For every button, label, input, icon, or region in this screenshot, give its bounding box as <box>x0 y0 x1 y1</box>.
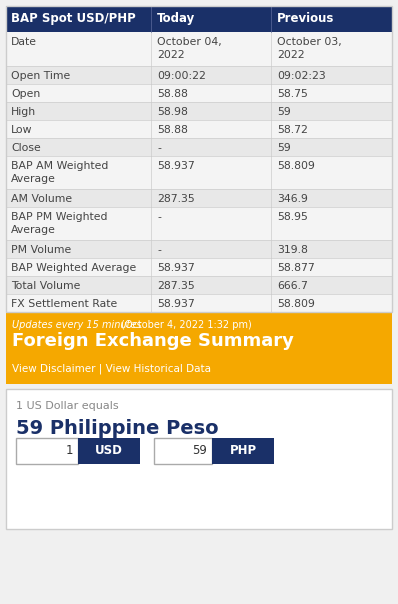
Text: 59: 59 <box>192 445 207 457</box>
Text: Open Time: Open Time <box>11 71 70 81</box>
Bar <box>6 120 392 138</box>
Text: 58.809: 58.809 <box>277 161 315 171</box>
Text: 59: 59 <box>277 107 291 117</box>
Bar <box>6 6 392 312</box>
Text: October 04,
2022: October 04, 2022 <box>157 37 222 60</box>
Text: USD: USD <box>95 445 123 457</box>
Text: Total Volume: Total Volume <box>11 281 80 291</box>
Bar <box>6 138 392 156</box>
Text: 287.35: 287.35 <box>157 194 195 204</box>
Text: 59: 59 <box>277 143 291 153</box>
Text: 58.72: 58.72 <box>277 125 308 135</box>
Text: 58.877: 58.877 <box>277 263 315 273</box>
Bar <box>6 389 392 529</box>
Bar <box>6 156 392 189</box>
Bar <box>6 66 392 84</box>
Bar <box>6 240 392 258</box>
Text: BAP Weighted Average: BAP Weighted Average <box>11 263 136 273</box>
Text: -: - <box>157 143 161 153</box>
Text: 58.937: 58.937 <box>157 161 195 171</box>
Text: PHP: PHP <box>229 445 257 457</box>
Text: PM Volume: PM Volume <box>11 245 71 255</box>
Text: Close: Close <box>11 143 41 153</box>
Bar <box>6 276 392 294</box>
Text: 58.95: 58.95 <box>277 212 308 222</box>
Text: View Disclaimer | View Historical Data: View Disclaimer | View Historical Data <box>12 364 211 374</box>
Text: Date: Date <box>11 37 37 47</box>
Text: BAP Spot USD/PHP: BAP Spot USD/PHP <box>11 12 136 25</box>
Bar <box>6 294 392 312</box>
Text: BAP AM Weighted
Average: BAP AM Weighted Average <box>11 161 108 184</box>
Text: Foreign Exchange Summary: Foreign Exchange Summary <box>12 332 294 350</box>
Text: 1: 1 <box>66 445 73 457</box>
Text: 09:02:23: 09:02:23 <box>277 71 326 81</box>
Bar <box>6 189 392 207</box>
Bar <box>212 438 274 464</box>
Bar <box>6 32 392 66</box>
Text: Today: Today <box>157 12 195 25</box>
Bar <box>6 84 392 102</box>
Text: High: High <box>11 107 36 117</box>
Bar <box>16 438 78 464</box>
Text: October 03,
2022: October 03, 2022 <box>277 37 342 60</box>
Text: AM Volume: AM Volume <box>11 194 72 204</box>
Text: Previous: Previous <box>277 12 334 25</box>
Text: Low: Low <box>11 125 33 135</box>
Text: -: - <box>157 245 161 255</box>
Text: 09:00:22: 09:00:22 <box>157 71 206 81</box>
Text: 58.88: 58.88 <box>157 89 188 99</box>
Text: 58.98: 58.98 <box>157 107 188 117</box>
Text: 287.35: 287.35 <box>157 281 195 291</box>
Text: FX Settlement Rate: FX Settlement Rate <box>11 299 117 309</box>
Text: 58.88: 58.88 <box>157 125 188 135</box>
Bar <box>6 207 392 240</box>
Text: 319.8: 319.8 <box>277 245 308 255</box>
Text: 58.809: 58.809 <box>277 299 315 309</box>
Bar <box>6 312 392 384</box>
Text: 58.937: 58.937 <box>157 299 195 309</box>
Bar <box>6 6 392 32</box>
Text: BAP PM Weighted
Average: BAP PM Weighted Average <box>11 212 107 235</box>
Bar <box>6 258 392 276</box>
Bar <box>78 438 140 464</box>
Text: 58.937: 58.937 <box>157 263 195 273</box>
Text: 346.9: 346.9 <box>277 194 308 204</box>
Bar <box>154 438 212 464</box>
Text: Updates every 15 minutes: Updates every 15 minutes <box>12 320 144 330</box>
Text: Open: Open <box>11 89 40 99</box>
Text: 59 Philippine Peso: 59 Philippine Peso <box>16 419 219 438</box>
Text: 666.7: 666.7 <box>277 281 308 291</box>
Text: -: - <box>157 212 161 222</box>
Text: (October 4, 2022 1:32 pm): (October 4, 2022 1:32 pm) <box>121 320 252 330</box>
Bar <box>6 102 392 120</box>
Text: 58.75: 58.75 <box>277 89 308 99</box>
Text: 1 US Dollar equals: 1 US Dollar equals <box>16 401 119 411</box>
